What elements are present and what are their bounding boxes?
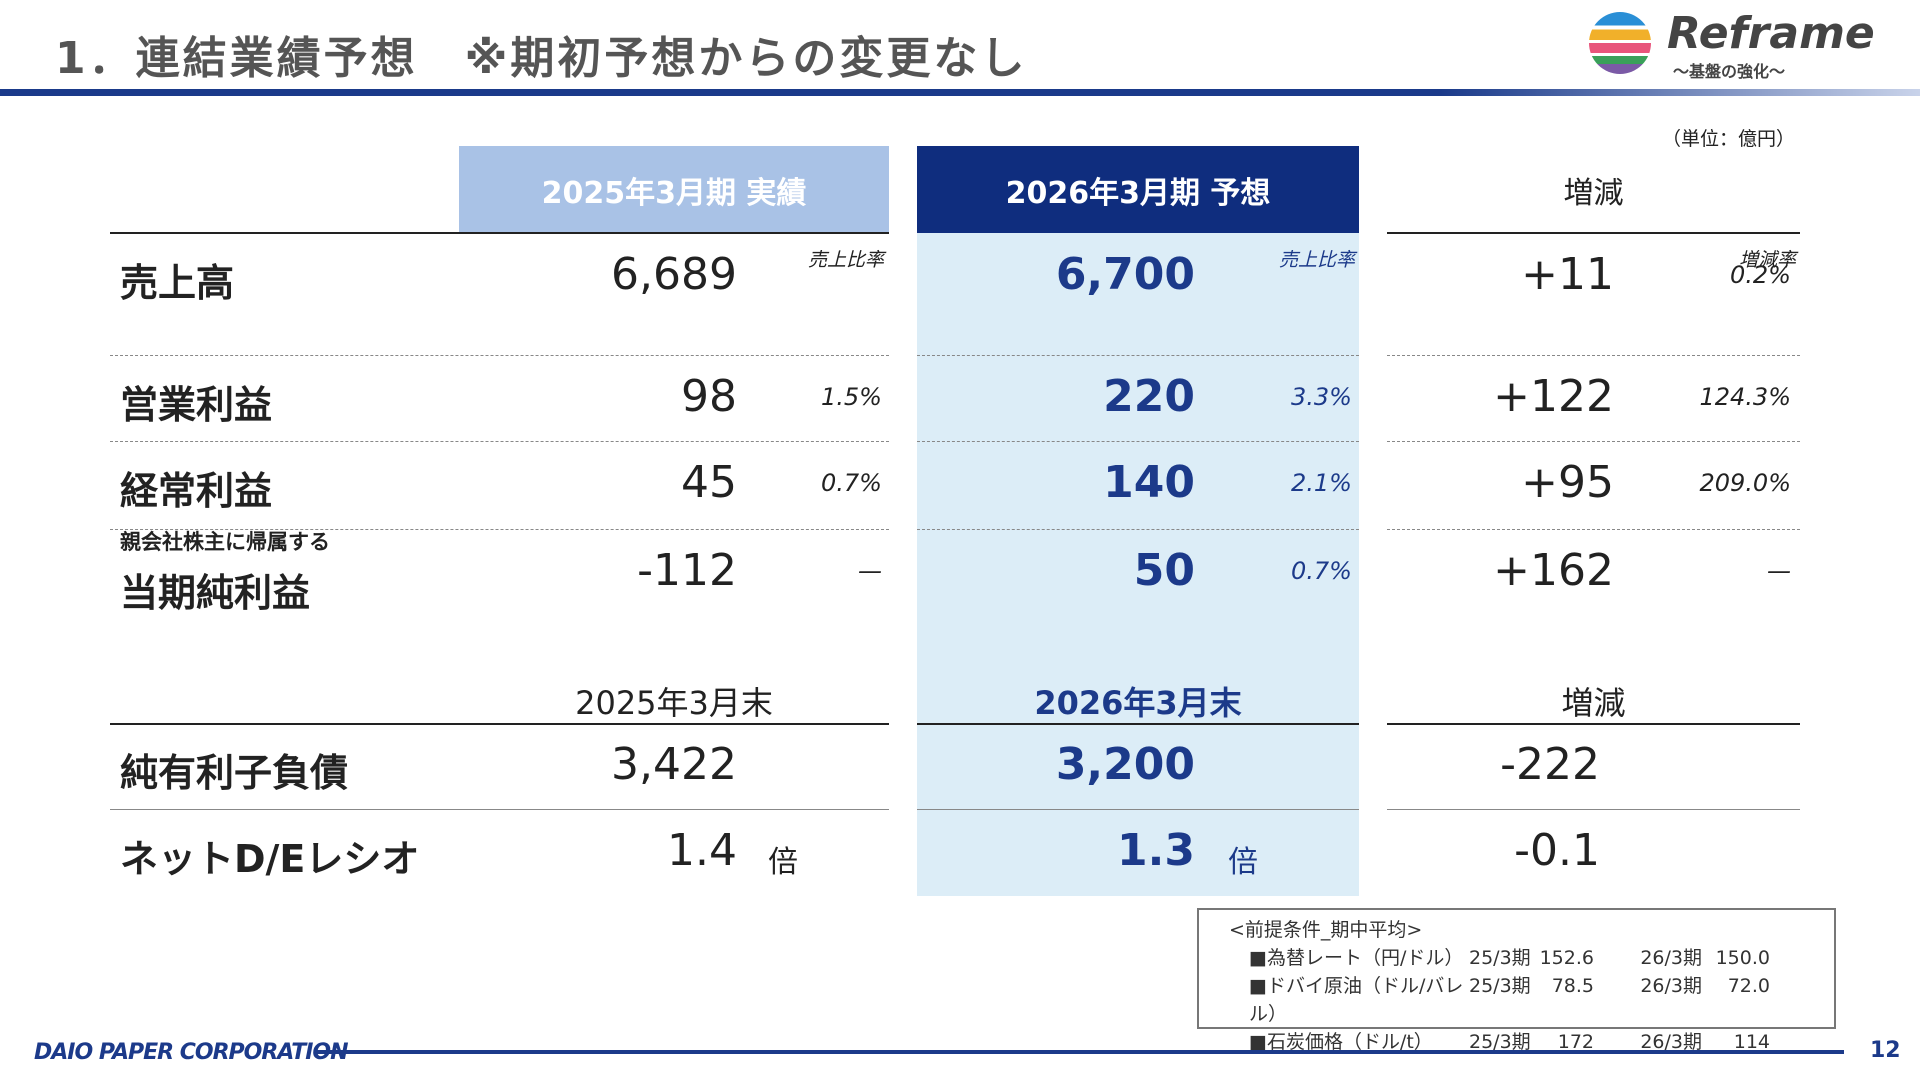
assumption-period: 26/3期 <box>1640 1031 1702 1053</box>
row-divider <box>110 529 889 530</box>
row-divider <box>110 809 889 810</box>
assumptions-title: <前提条件_期中平均> <box>1229 919 1423 941</box>
assumption-name: ■石炭価格（ドル/t） <box>1249 1031 1433 1053</box>
bs-header-change: 増減 <box>1561 684 1626 722</box>
globe-icon <box>1589 12 1651 74</box>
header-actual: 2025年3月期 実績 <box>459 146 889 233</box>
assumptions-box: <前提条件_期中平均> ■為替レート（円/ドル） 25/3期 152.6 26/… <box>1197 908 1836 1053</box>
reframe-logo: Reframe ～基盤の強化～ <box>1585 8 1875 83</box>
assumption-name: ■ドバイ原油（ドル/バレル） <box>1249 975 1464 1025</box>
page-number: 12 <box>1870 1038 1901 1063</box>
actual-value: 45 <box>681 457 737 508</box>
assumption-value: 150.0 <box>1715 947 1770 969</box>
assumption-value: 114 <box>1733 1031 1770 1053</box>
row-divider <box>917 441 1359 442</box>
change-rate: 124.3% <box>1699 383 1791 411</box>
change-rate: — <box>1767 557 1791 585</box>
row-divider <box>917 809 1359 810</box>
bs-header-forecast: 2026年3月末 <box>1034 684 1242 722</box>
row-divider <box>1387 355 1800 356</box>
change-rate: 209.0% <box>1699 469 1791 497</box>
header-forecast: 2026年3月期 予想 <box>917 146 1359 233</box>
row-label: 売上高 <box>120 261 235 305</box>
footer-divider <box>314 1050 1844 1054</box>
bs-actual: 3,422 <box>611 739 737 790</box>
logo-text: Reframe <box>1667 8 1875 59</box>
row-divider <box>110 355 889 356</box>
rule <box>110 723 889 725</box>
assumption-period: 26/3期 <box>1640 947 1702 969</box>
assumption-row: ■ドバイ原油（ドル/バレル） 25/3期 78.5 26/3期 72.0 <box>1229 972 1834 1028</box>
change-value: +11 <box>1521 249 1614 300</box>
forecast-value: 220 <box>1103 371 1195 422</box>
bs-forecast: 3,200 <box>1055 739 1195 790</box>
bs-forecast: 1.3 <box>1117 825 1195 876</box>
assumption-period: 26/3期 <box>1640 975 1702 997</box>
bs-row-label: ネットD/Eレシオ <box>120 837 420 881</box>
forecast-ratio: 2.1% <box>1291 469 1352 497</box>
actual-ratio: — <box>858 557 882 585</box>
forecast-ratio: 3.3% <box>1291 383 1352 411</box>
rule <box>1387 723 1800 725</box>
assumption-value: 172 <box>1557 1031 1594 1053</box>
row-label-prefix: 親会社株主に帰属する <box>120 530 330 554</box>
assumption-period: 25/3期 <box>1469 975 1531 997</box>
actual-ratio: 1.5% <box>821 383 882 411</box>
row-divider <box>110 441 889 442</box>
bs-unit: 倍 <box>768 845 798 880</box>
bs-actual: 1.4 <box>667 825 737 876</box>
change-value: +162 <box>1493 545 1614 596</box>
bs-change: -0.1 <box>1514 825 1600 876</box>
forecast-value: 140 <box>1103 457 1195 508</box>
row-divider <box>917 529 1359 530</box>
assumption-period: 25/3期 <box>1469 947 1531 969</box>
assumption-name: ■為替レート（円/ドル） <box>1249 947 1464 969</box>
page-title: 1．連結業績予想 ※期初予想からの変更なし <box>55 33 1028 84</box>
header-divider <box>0 89 1920 96</box>
rule <box>917 723 1359 725</box>
bs-change: -222 <box>1500 739 1600 790</box>
logo-subtitle: ～基盤の強化～ <box>1673 62 1786 81</box>
change-value: +122 <box>1493 371 1614 422</box>
row-divider <box>1387 441 1800 442</box>
actual-value: -112 <box>637 545 737 596</box>
row-label: 営業利益 <box>120 383 273 427</box>
bs-header-actual: 2025年3月末 <box>575 684 773 722</box>
row-divider <box>1387 809 1800 810</box>
assumption-row: ■石炭価格（ドル/t） 25/3期 172 26/3期 114 <box>1229 1028 1834 1056</box>
company-logo: DAIO PAPER CORPORATION <box>34 1040 348 1065</box>
forecast-ratio: 0.7% <box>1291 557 1352 585</box>
row-divider <box>1387 529 1800 530</box>
actual-value: 98 <box>681 371 737 422</box>
forecast-column-bg <box>917 233 1359 896</box>
change-rate: 0.2% <box>1730 261 1791 289</box>
assumption-row: ■為替レート（円/ドル） 25/3期 152.6 26/3期 150.0 <box>1229 944 1834 972</box>
rate-label: 増減率 <box>1738 249 1796 271</box>
rule <box>110 232 889 234</box>
assumption-value: 152.6 <box>1539 947 1594 969</box>
rule <box>1387 232 1800 234</box>
change-value: +95 <box>1521 457 1614 508</box>
forecast-value: 6,700 <box>1055 249 1195 300</box>
row-divider <box>917 355 1359 356</box>
ratio-label: 売上比率 <box>807 249 884 271</box>
row-label: 当期純利益 <box>120 571 311 615</box>
header-change: 増減 <box>1563 175 1624 211</box>
actual-value: 6,689 <box>611 249 737 300</box>
unit-label: （単位：億円） <box>1661 128 1795 150</box>
forecast-value: 50 <box>1133 545 1195 596</box>
bs-unit: 倍 <box>1228 845 1258 880</box>
actual-ratio: 0.7% <box>821 469 882 497</box>
assumption-value: 78.5 <box>1551 975 1594 997</box>
bs-row-label: 純有利子負債 <box>120 751 349 795</box>
ratio-label: 売上比率 <box>1278 249 1355 271</box>
assumption-period: 25/3期 <box>1469 1031 1531 1053</box>
assumption-value: 72.0 <box>1727 975 1770 997</box>
row-label: 経常利益 <box>120 469 273 513</box>
